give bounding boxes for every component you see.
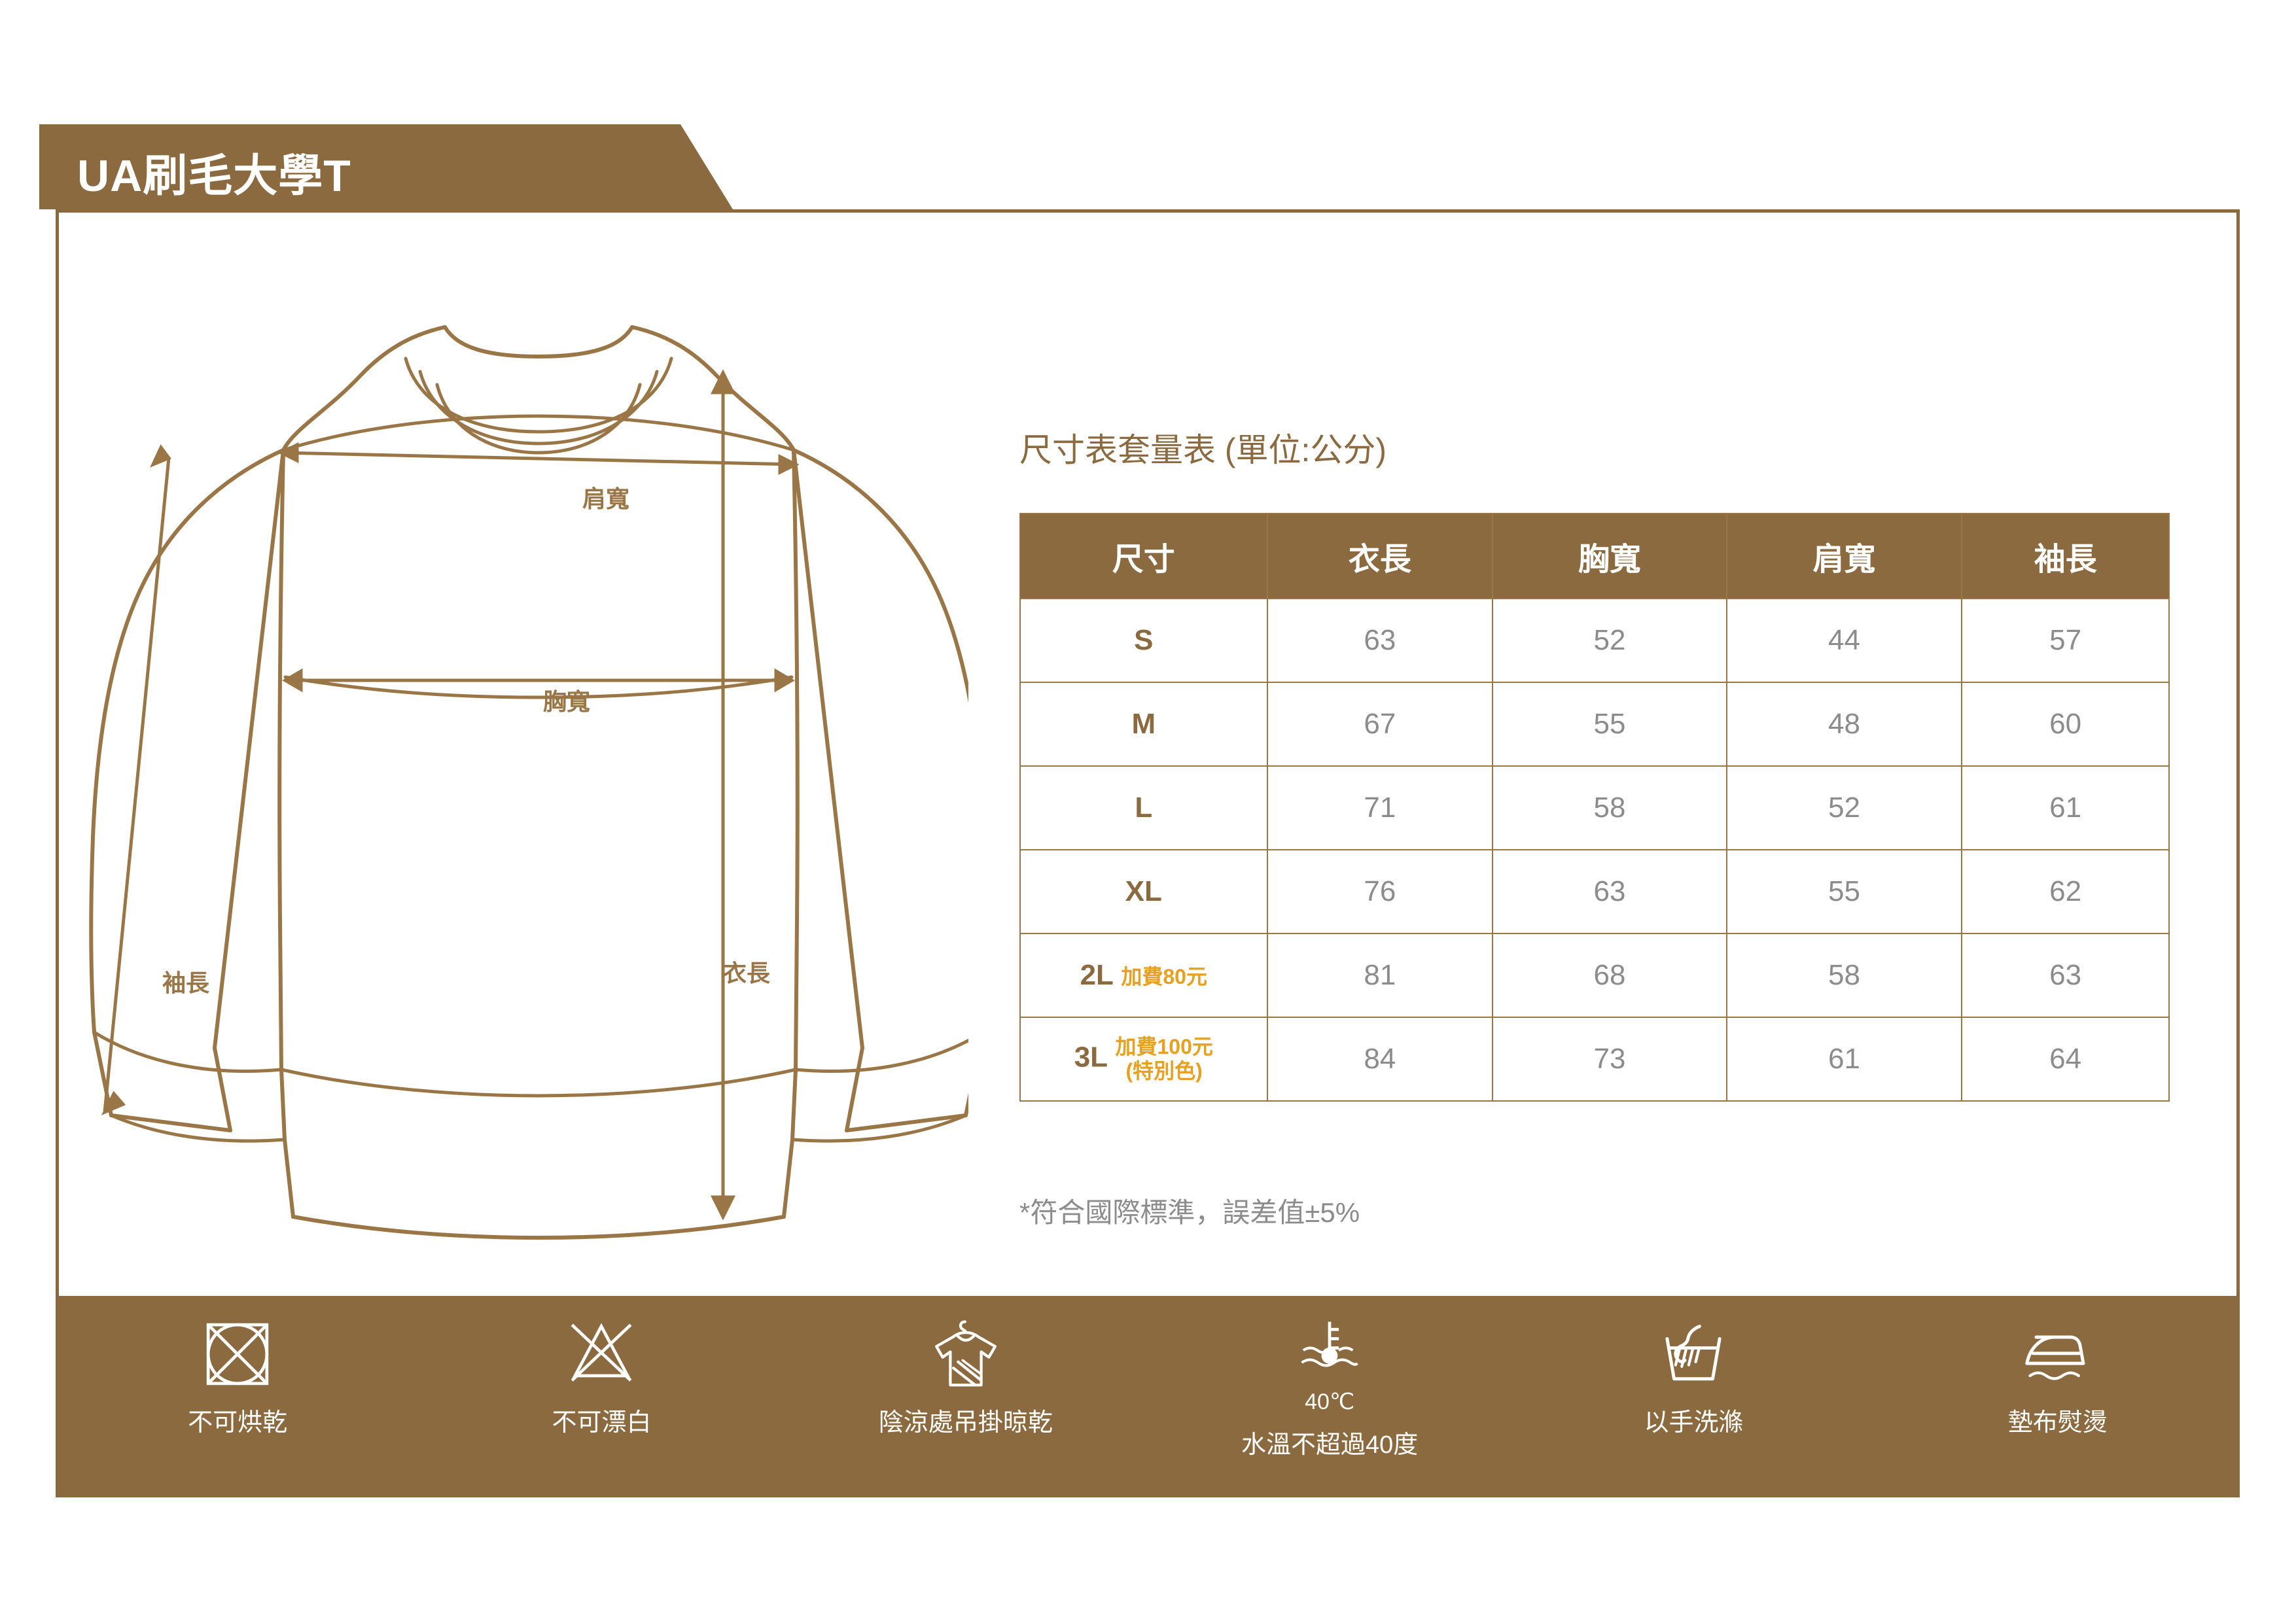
svg-text:胸寬: 胸寬 [543,688,590,715]
svg-text:衣長: 衣長 [723,960,771,986]
svg-text:肩寬: 肩寬 [582,485,629,512]
svg-text:袖長: 袖長 [162,969,210,996]
